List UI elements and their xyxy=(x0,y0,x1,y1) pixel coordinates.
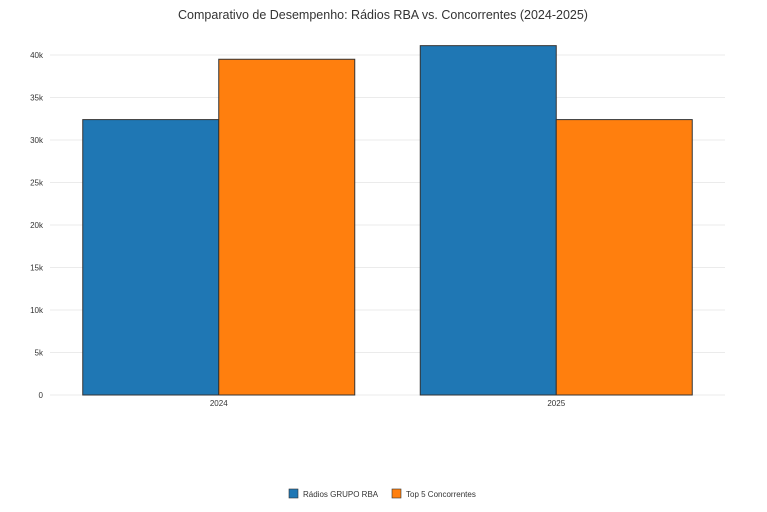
bar-top-5-concorrentes-2025 xyxy=(555,119,693,396)
bars xyxy=(82,45,693,396)
bar-r-dios-grupo-rba-2025 xyxy=(419,45,557,396)
x-tick-label: 2025 xyxy=(547,399,565,408)
y-tick-label: 0 xyxy=(39,391,44,400)
y-tick-label: 40k xyxy=(30,51,44,60)
legend-swatch xyxy=(391,488,402,499)
bar-r-dios-grupo-rba-2024 xyxy=(82,119,220,396)
bar-top-5-concorrentes-2024 xyxy=(218,58,356,396)
chart-title: Comparativo de Desempenho: Rádios RBA vs… xyxy=(178,8,588,22)
y-tick-label: 10k xyxy=(30,306,44,315)
legend-swatch xyxy=(288,488,299,499)
y-axis-ticks: 0 5k 10k 15k 20k 25k 30k 35k 40k xyxy=(30,51,44,400)
y-tick-label: 35k xyxy=(30,94,44,103)
y-tick-label: 30k xyxy=(30,136,44,145)
y-tick-label: 5k xyxy=(35,349,44,358)
x-tick-label: 2024 xyxy=(210,399,228,408)
legend-label: Rádios GRUPO RBA xyxy=(303,490,379,499)
x-axis-ticks: 2024 2025 xyxy=(210,399,566,408)
y-tick-label: 15k xyxy=(30,264,44,273)
y-tick-label: 25k xyxy=(30,179,44,188)
legend: Rádios GRUPO RBA Top 5 Concorrentes xyxy=(288,488,476,499)
y-tick-label: 20k xyxy=(30,221,44,230)
legend-label: Top 5 Concorrentes xyxy=(406,490,476,499)
